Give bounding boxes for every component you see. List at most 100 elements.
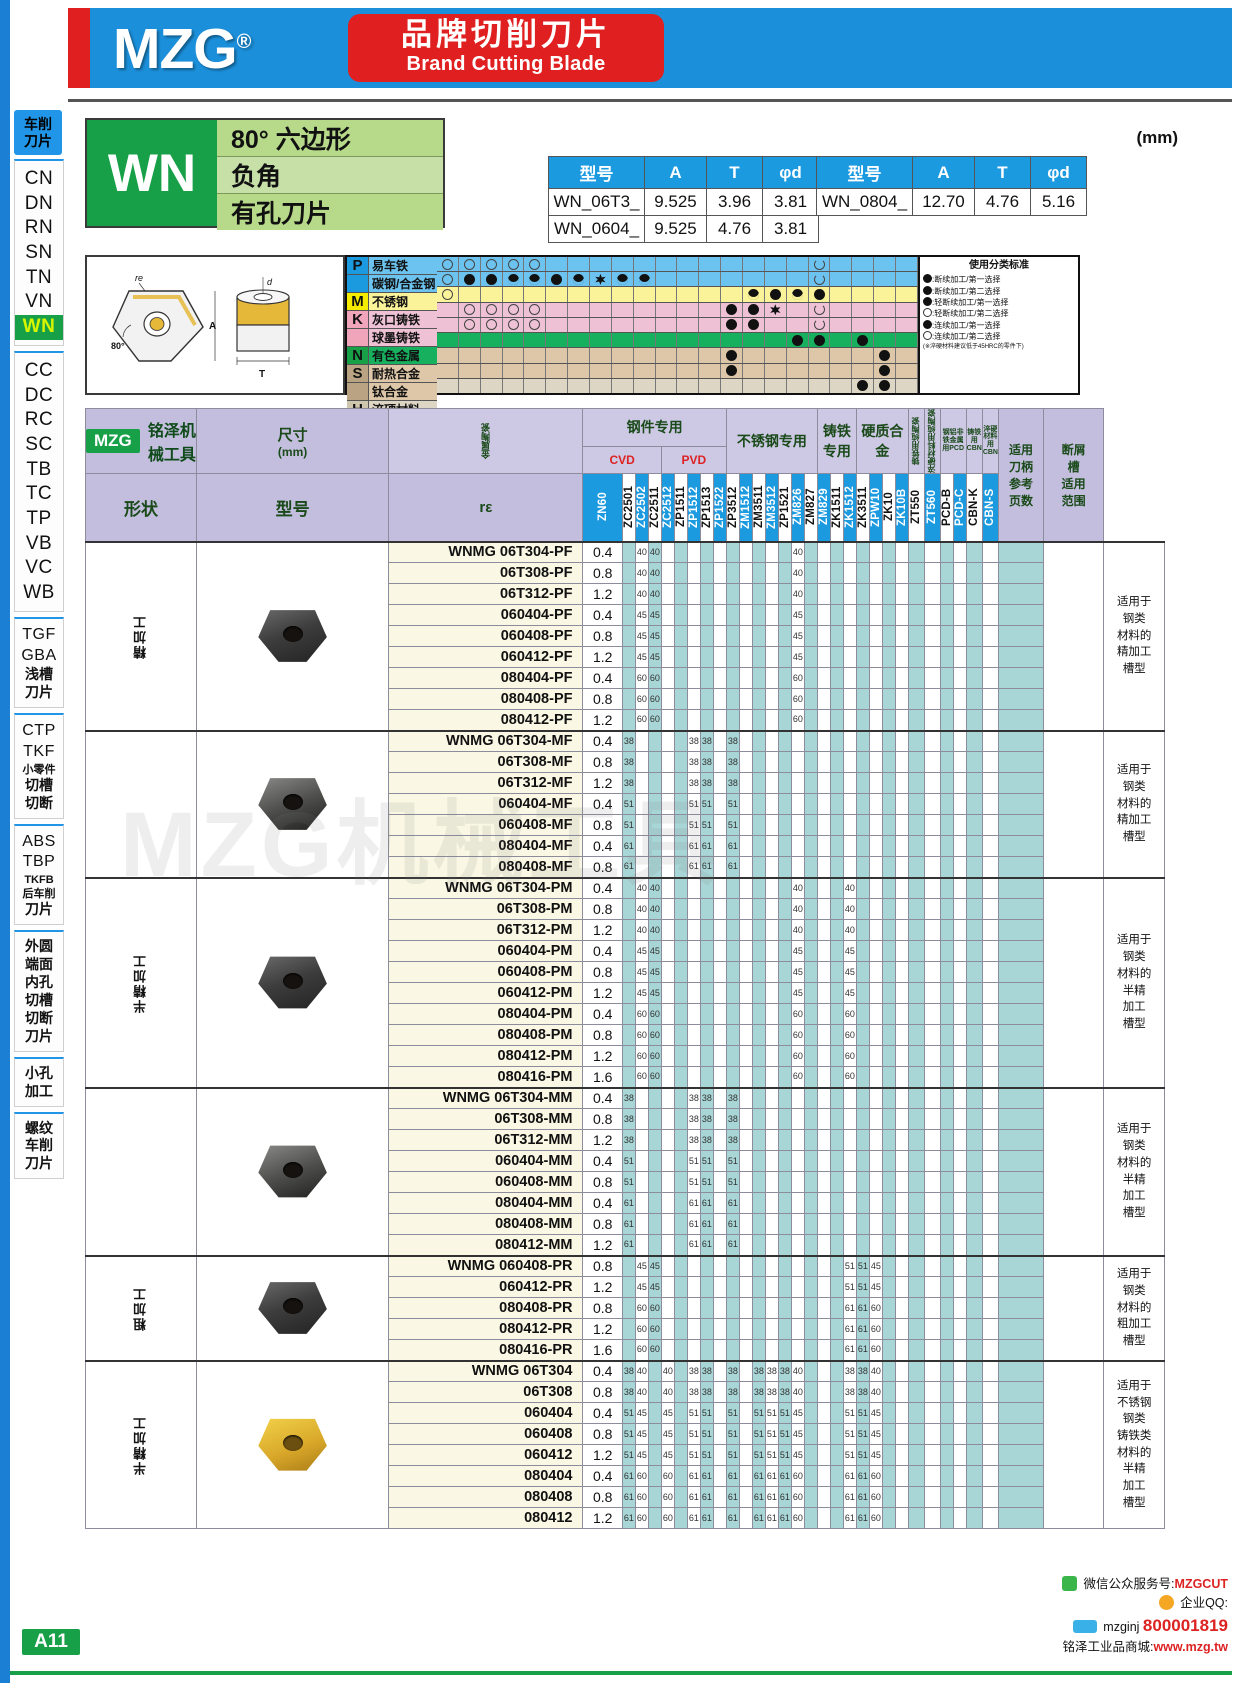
insert-model-number[interactable]: 080408-PF	[388, 688, 584, 710]
grade-header-zc2512[interactable]: ZC2512	[660, 473, 675, 542]
grade-header-zm829[interactable]: ZM829	[816, 473, 831, 542]
insert-model-number[interactable]: 060408-MM	[388, 1171, 584, 1193]
grade-header-zp1522[interactable]: ZP1522	[712, 473, 727, 542]
insert-model-number[interactable]: 080404-PM	[388, 1003, 584, 1025]
sidebar-item-dc[interactable]: DC	[24, 384, 54, 406]
insert-model-number[interactable]: 060404-MM	[388, 1150, 584, 1172]
grade-header-zm827[interactable]: ZM827	[803, 473, 818, 542]
insert-model-number[interactable]: 060404-PF	[388, 604, 584, 626]
insert-model-number[interactable]: 060408-PF	[388, 625, 584, 647]
insert-model-number[interactable]: 06T312-MF	[388, 772, 584, 794]
grade-header-zk1511[interactable]: ZK1511	[829, 473, 844, 542]
insert-model-number[interactable]: 06T308-MM	[388, 1108, 584, 1130]
grade-header-zc2511[interactable]: ZC2511	[647, 473, 662, 542]
grade-header-pcd-c[interactable]: PCD-C	[952, 473, 967, 542]
grade-header-zt560[interactable]: ZT560	[923, 473, 941, 542]
insert-model-number[interactable]: 060408	[388, 1423, 584, 1445]
insert-model-number[interactable]: 06T312-MM	[388, 1129, 584, 1151]
sidebar-item-sc[interactable]: SC	[25, 433, 53, 455]
sidebar-item-cc[interactable]: CC	[24, 359, 54, 381]
sidebar-group-od-face[interactable]: 外圆 端面 内孔 切槽 切断 刀片	[14, 930, 64, 1052]
grade-header-zp1521[interactable]: ZP1521	[777, 473, 792, 542]
insert-model-number[interactable]: 080404-PF	[388, 667, 584, 689]
sidebar-item-wn[interactable]: WN	[15, 315, 63, 340]
grade-header-zc2502[interactable]: ZC2502	[634, 473, 649, 542]
sidebar-tab-turning-inserts[interactable]: 车削 刀片	[14, 110, 62, 156]
insert-model-number[interactable]: 080412-PR	[388, 1318, 584, 1340]
grade-header-zp1512[interactable]: ZP1512	[686, 473, 701, 542]
grade-header-pcd-b[interactable]: PCD-B	[939, 473, 954, 542]
insert-model-number[interactable]: 080416-PM	[388, 1066, 584, 1088]
insert-model-number[interactable]: 06T312-PM	[388, 919, 584, 941]
insert-model-number[interactable]: 060404-MF	[388, 793, 584, 815]
insert-model-number[interactable]: 060404-PM	[388, 940, 584, 962]
grade-header-cbn-s[interactable]: CBN-S	[981, 473, 999, 542]
sidebar-item-vn[interactable]: VN	[25, 291, 53, 313]
insert-model-number[interactable]: 080412-MM	[388, 1234, 584, 1256]
insert-model-number[interactable]: 080408	[388, 1486, 584, 1508]
sidebar-group-small-hole[interactable]: 小孔 加工	[14, 1056, 64, 1107]
grade-header-zp1513[interactable]: ZP1513	[699, 473, 714, 542]
grade-header-zm1512[interactable]: ZM1512	[738, 473, 753, 542]
insert-model-number[interactable]: 060412-PM	[388, 982, 584, 1004]
insert-model-number[interactable]: 06T308-PM	[388, 898, 584, 920]
insert-model-number[interactable]: 080412-PM	[388, 1045, 584, 1067]
insert-model-number[interactable]: 06T308	[388, 1381, 584, 1403]
grade-header-zk1512[interactable]: ZK1512	[842, 473, 857, 542]
sidebar-item-tp[interactable]: TP	[26, 507, 52, 529]
grade-header-zt550[interactable]: ZT550	[907, 473, 925, 542]
insert-model-number[interactable]: WNMG 06T304-MM	[388, 1087, 584, 1109]
insert-model-number[interactable]: 080408-MM	[388, 1213, 584, 1235]
sidebar-item-sn[interactable]: SN	[25, 242, 53, 264]
grade-header-zm3512[interactable]: ZM3512	[764, 473, 779, 542]
sidebar-item-dn[interactable]: DN	[24, 192, 54, 214]
insert-model-number[interactable]: WNMG 06T304	[388, 1360, 584, 1382]
insert-model-number[interactable]: 06T308-PF	[388, 562, 584, 584]
grade-header-zm826[interactable]: ZM826	[790, 473, 805, 542]
sidebar-item-wb[interactable]: WB	[23, 582, 55, 604]
insert-model-number[interactable]: 080408-PM	[388, 1024, 584, 1046]
grade-header-zk10b[interactable]: ZK10B	[894, 473, 909, 542]
insert-model-number[interactable]: 060412-PF	[388, 646, 584, 668]
grade-header-zk3511[interactable]: ZK3511	[855, 473, 870, 542]
grade-header-zp3512[interactable]: ZP3512	[725, 473, 740, 542]
insert-model-number[interactable]: 060412-PR	[388, 1276, 584, 1298]
insert-model-number[interactable]: 06T312-PF	[388, 583, 584, 605]
insert-model-number[interactable]: 080404-MM	[388, 1192, 584, 1214]
insert-model-number[interactable]: 080408-PR	[388, 1297, 584, 1319]
sidebar-item-vb[interactable]: VB	[25, 532, 53, 554]
sidebar-group-threading[interactable]: 螺纹 车削 刀片	[14, 1111, 64, 1180]
grade-header-zn60[interactable]: ZN60	[582, 473, 623, 542]
sidebar-item-cn[interactable]: CN	[24, 168, 54, 190]
grade-header-zc2501[interactable]: ZC2501	[621, 473, 636, 542]
sidebar-item-rn[interactable]: RN	[24, 217, 54, 239]
insert-model-number[interactable]: 080404-MF	[388, 835, 584, 857]
insert-model-number[interactable]: WNMG 06T304-PF	[388, 541, 584, 563]
sidebar-item-tc[interactable]: TC	[25, 483, 53, 505]
insert-model-number[interactable]: 080404	[388, 1465, 584, 1487]
insert-model-number[interactable]: 06T308-MF	[388, 751, 584, 773]
insert-model-number[interactable]: 080412	[388, 1507, 584, 1529]
insert-model-number[interactable]: 060408-MF	[388, 814, 584, 836]
insert-model-number[interactable]: WNMG 06T304-PM	[388, 877, 584, 899]
grade-header-zpw10[interactable]: ZPW10	[868, 473, 883, 542]
insert-model-number[interactable]: 060408-PM	[388, 961, 584, 983]
sidebar-group-abs-tbp[interactable]: ABS TBP TKFB 后车削 刀片	[14, 823, 64, 926]
sidebar-item-tn[interactable]: TN	[25, 266, 53, 288]
grade-header-zk10[interactable]: ZK10	[881, 473, 896, 542]
insert-model-number[interactable]: 080408-MF	[388, 856, 584, 878]
grade-header-cbn-k[interactable]: CBN-K	[965, 473, 983, 542]
sidebar-item-vc[interactable]: VC	[25, 557, 53, 579]
sidebar-group-ctp-tkf[interactable]: CTP TKF 小零件 切槽 切断	[14, 713, 64, 819]
grade-header-zp1511[interactable]: ZP1511	[673, 473, 688, 542]
insert-model-number[interactable]: WNMG 060408-PR	[388, 1255, 584, 1277]
insert-model-number[interactable]: 080412-PF	[388, 709, 584, 731]
sidebar-item-tb[interactable]: TB	[26, 458, 52, 480]
sidebar-item-rc[interactable]: RC	[24, 409, 54, 431]
insert-model-number[interactable]: 060412	[388, 1444, 584, 1466]
grade-header-zm3511[interactable]: ZM3511	[751, 473, 766, 542]
insert-model-number[interactable]: WNMG 06T304-MF	[388, 730, 584, 752]
insert-model-number[interactable]: 080416-PR	[388, 1339, 584, 1361]
insert-model-number[interactable]: 060404	[388, 1402, 584, 1424]
sidebar-group-tgf-gba[interactable]: TGF GBA 浅槽 刀片	[14, 616, 64, 709]
